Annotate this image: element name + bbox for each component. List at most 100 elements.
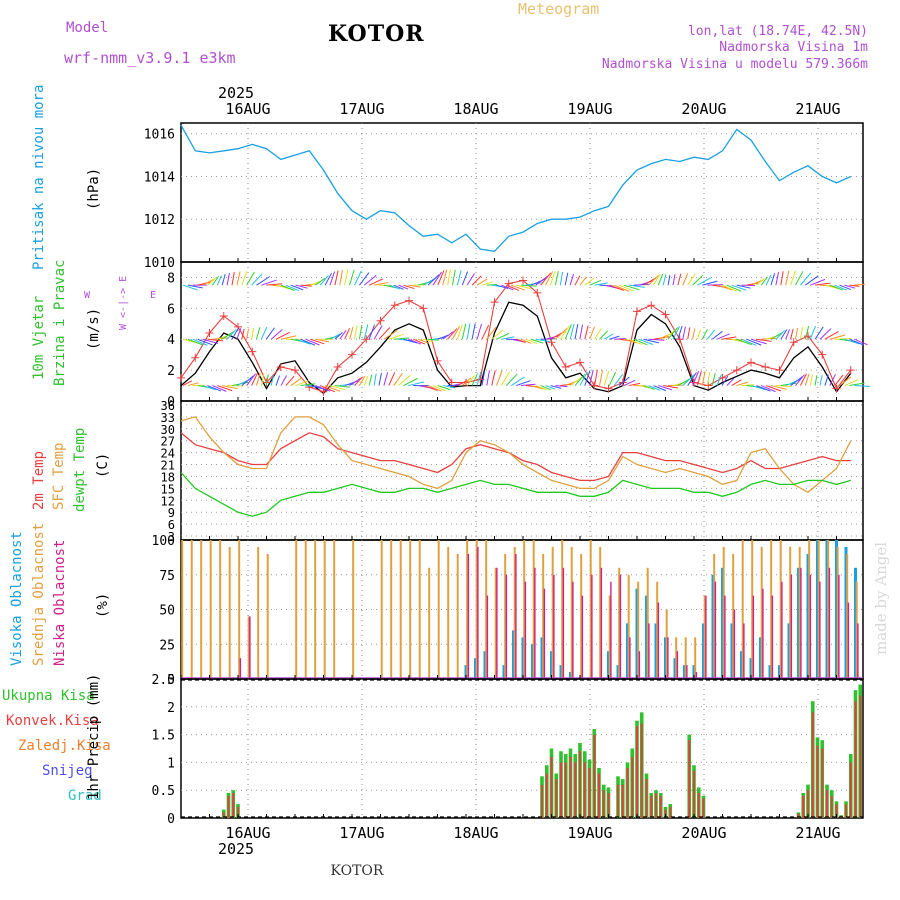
wind-barb: [329, 333, 341, 340]
precip-bar-1: [607, 792, 610, 818]
bottom-date-label: 16AUG: [225, 824, 270, 842]
wind-barb: [471, 275, 482, 286]
clouds-bar-1: [456, 553, 459, 679]
wind-tick-label: 2: [167, 364, 175, 379]
wind-barb: [486, 326, 497, 340]
wind-barb: [481, 370, 486, 386]
precip-bar-1: [222, 812, 225, 818]
wind-barb: [290, 284, 304, 291]
wind-barb: [594, 328, 602, 340]
wind-barb: [775, 272, 780, 286]
clouds-bar-1: [542, 553, 545, 679]
wind-tick-label: 8: [167, 271, 175, 286]
clouds-bar-2: [781, 581, 783, 679]
wind-barb: [716, 333, 730, 340]
temperature-tick-label: 9: [168, 506, 175, 520]
wind-barb: [501, 284, 514, 291]
wind-gust-marker: [675, 335, 684, 344]
wind-barb: [398, 284, 409, 290]
clouds-bar-1: [770, 540, 773, 679]
precip-bar-1: [541, 784, 543, 818]
clouds-tick-label: 25: [159, 638, 175, 653]
wind-barb: [633, 338, 648, 346]
wind-barb: [339, 329, 347, 340]
wind-barb: [349, 378, 361, 386]
clouds-bar-1: [751, 540, 754, 679]
wind-barb: [427, 274, 440, 286]
wind-barb: [663, 385, 678, 389]
wind-barb: [339, 269, 343, 286]
precip-bar-1: [659, 795, 662, 818]
clouds-bar-1: [409, 540, 412, 679]
wind-barb: [579, 276, 587, 286]
clouds-bar-0: [540, 637, 544, 679]
pressure-unit: (hPa): [86, 168, 102, 210]
clouds-bar-0: [521, 637, 525, 679]
temperature-line-1: [180, 416, 852, 494]
precip-bar-1: [574, 762, 577, 818]
clouds-bar-1: [181, 540, 184, 679]
wind-barb: [706, 372, 711, 386]
wind-barb: [819, 375, 823, 386]
precip-bar-1: [826, 790, 828, 818]
precip-bar-1: [617, 784, 619, 818]
wind-barb: [393, 372, 403, 386]
temperature-tick-label: 27: [161, 435, 175, 449]
wind-barb: [672, 274, 676, 286]
clouds-bar-0: [721, 567, 724, 679]
wind-barb: [374, 282, 389, 286]
clouds-bar-0: [787, 623, 791, 679]
precip-bar-1: [645, 779, 648, 818]
wind-barb: [349, 269, 355, 286]
clouds-bar-2: [800, 567, 802, 679]
wind-barb: [319, 275, 329, 286]
wind-gust-marker: [590, 381, 599, 390]
precip-bar-1: [816, 745, 819, 818]
precip-bar-1: [555, 779, 558, 818]
wind-barb: [265, 327, 275, 340]
temp-ylabel-dewpt: dewpt Temp: [72, 428, 88, 512]
wind-barb: [520, 338, 532, 344]
precip-bar-1: [237, 806, 239, 818]
clouds-bar-1: [504, 553, 507, 679]
wind-barb: [814, 326, 824, 340]
panel-precip: 0 0.5 1 1.5 2 2.5: [152, 673, 864, 827]
wind-barb: [471, 323, 476, 340]
wind-barb: [226, 328, 237, 340]
clouds-bar-2: [657, 602, 660, 679]
wind-gust-marker: [205, 329, 214, 338]
wind-barb: [261, 279, 277, 286]
wind-barb: [393, 284, 404, 290]
wind-barb: [506, 373, 518, 386]
panels: 1010101210141016024683691215182124273033…: [144, 122, 871, 827]
clouds-bar-2: [543, 588, 546, 679]
wind-barb: [805, 275, 819, 286]
wind-barb: [692, 371, 700, 386]
wind-barb: [721, 284, 737, 292]
precip-legend-conv: Konvek.Kisa: [6, 713, 99, 729]
wind-barb: [716, 374, 722, 386]
clouds-bar-1: [523, 540, 526, 679]
wind-barb: [442, 385, 455, 389]
clouds-bar-1: [589, 540, 592, 679]
wind-barb: [569, 376, 583, 386]
wind-frame: [180, 261, 864, 402]
wind-barb: [383, 372, 389, 386]
wind-gust-marker: [519, 276, 527, 285]
wind-barb: [217, 385, 233, 392]
wind-barb: [604, 333, 614, 340]
wind-barb: [721, 376, 729, 386]
clouds-bar-0: [844, 546, 848, 679]
wind-barb: [437, 385, 451, 391]
wind-barb: [324, 272, 332, 286]
wind-barb: [300, 284, 312, 287]
precip-bar-1: [859, 695, 862, 818]
wind-barb: [711, 330, 723, 340]
wind-barb: [790, 270, 796, 286]
clouds-bar-2: [705, 595, 707, 679]
clouds-bar-1: [570, 546, 573, 679]
wind-barb: [804, 373, 810, 386]
wind-barb: [849, 382, 865, 387]
wind-gust-marker: [576, 358, 584, 367]
precip-bar-1: [854, 701, 857, 818]
